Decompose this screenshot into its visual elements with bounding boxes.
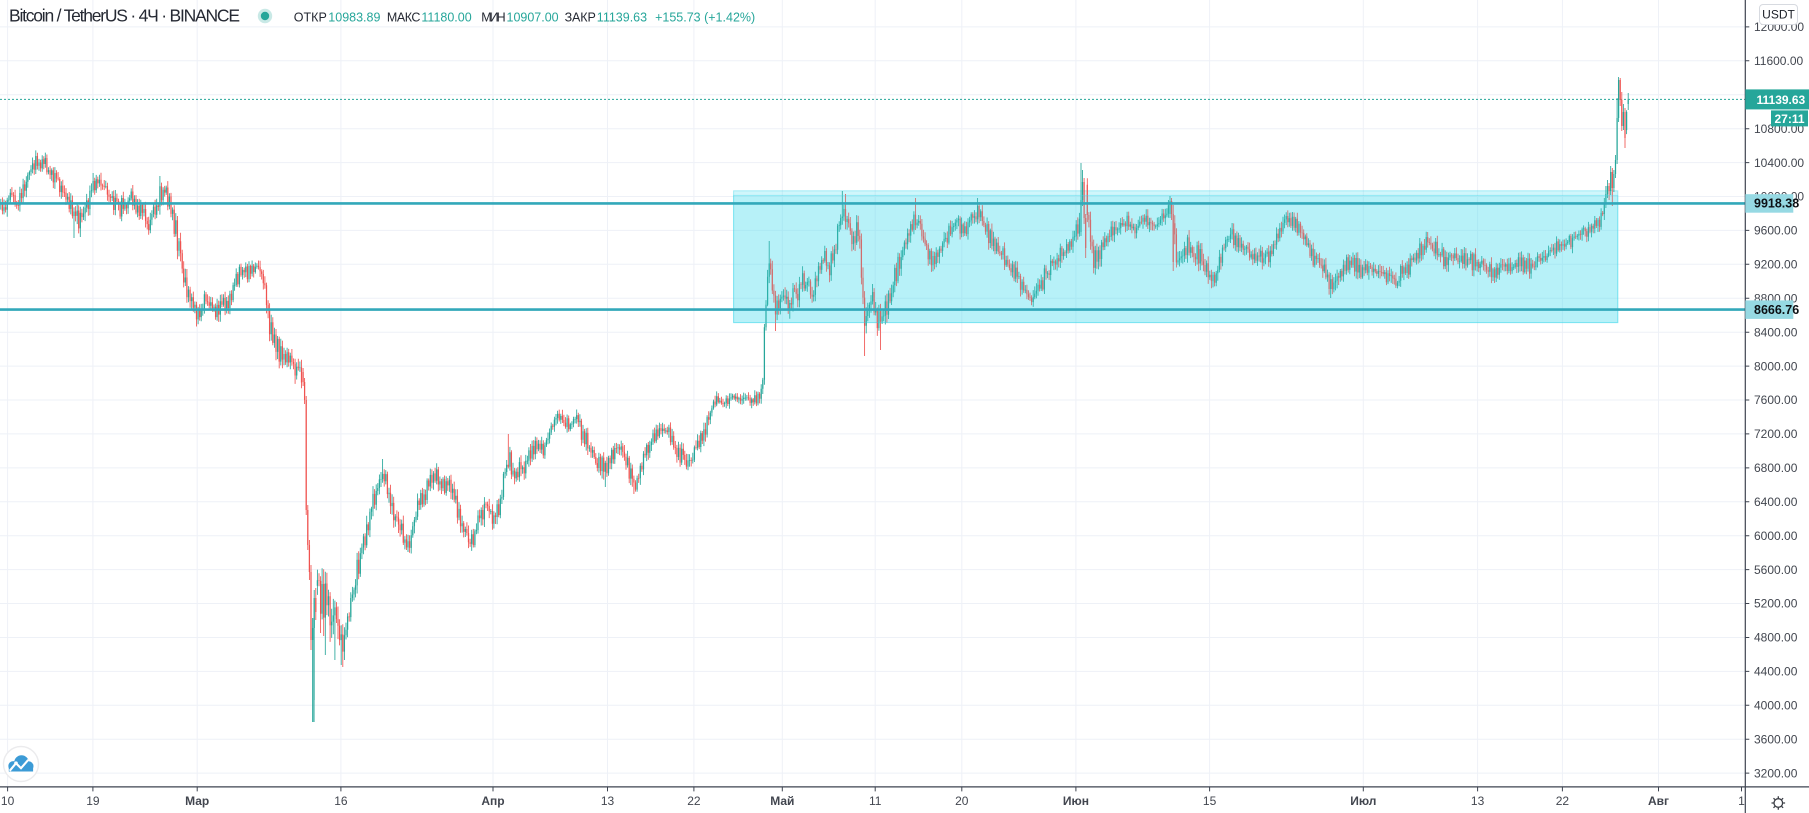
svg-text:Май: Май (770, 794, 794, 808)
svg-text:Мар: Мар (185, 794, 209, 808)
svg-text:Июн: Июн (1063, 794, 1089, 808)
svg-text:10: 10 (1, 794, 15, 808)
svg-text:1: 1 (1738, 794, 1745, 808)
svg-text:4000.00: 4000.00 (1754, 699, 1798, 713)
svg-text:3600.00: 3600.00 (1754, 732, 1798, 746)
svg-text:11139.63: 11139.63 (597, 11, 647, 25)
svg-text:3200.00: 3200.00 (1754, 766, 1798, 780)
svg-text:22: 22 (687, 794, 701, 808)
svg-text:16: 16 (334, 794, 348, 808)
svg-text:ОТКР: ОТКР (294, 11, 327, 25)
svg-text:5200.00: 5200.00 (1754, 597, 1798, 611)
svg-text:Bitcoin / TetherUS · 4Ч · BINA: Bitcoin / TetherUS · 4Ч · BINANCE (9, 6, 240, 26)
svg-text:22: 22 (1556, 794, 1570, 808)
svg-text:7200.00: 7200.00 (1754, 427, 1798, 441)
svg-text:Апр: Апр (481, 794, 504, 808)
svg-text:20: 20 (955, 794, 969, 808)
svg-text:8666.76: 8666.76 (1754, 303, 1799, 317)
svg-text:11600.00: 11600.00 (1754, 54, 1803, 68)
svg-text:4400.00: 4400.00 (1754, 665, 1798, 679)
svg-text:27:11: 27:11 (1774, 112, 1804, 126)
svg-text:11139.63: 11139.63 (1757, 93, 1806, 107)
svg-text:15: 15 (1203, 794, 1217, 808)
svg-text:13: 13 (601, 794, 615, 808)
svg-text:11180.00: 11180.00 (421, 11, 471, 25)
svg-text:+155.73 (+1.42%): +155.73 (+1.42%) (655, 11, 755, 25)
svg-text:19: 19 (86, 794, 100, 808)
svg-text:5600.00: 5600.00 (1754, 563, 1798, 577)
svg-text:USDT: USDT (1762, 8, 1795, 22)
svg-text:6000.00: 6000.00 (1754, 529, 1798, 543)
svg-text:6400.00: 6400.00 (1754, 495, 1798, 509)
svg-text:ЗАКР: ЗАКР (565, 11, 596, 25)
svg-text:6800.00: 6800.00 (1754, 461, 1798, 475)
svg-text:9918.38: 9918.38 (1754, 197, 1799, 211)
svg-text:МИН: МИН (481, 11, 506, 25)
svg-text:8400.00: 8400.00 (1754, 325, 1798, 339)
svg-text:Авг: Авг (1648, 794, 1669, 808)
svg-text:11: 11 (869, 794, 882, 808)
svg-text:4800.00: 4800.00 (1754, 631, 1798, 645)
svg-text:13: 13 (1471, 794, 1485, 808)
svg-text:9600.00: 9600.00 (1754, 224, 1798, 238)
svg-text:7600.00: 7600.00 (1754, 393, 1798, 407)
svg-text:МАКС: МАКС (387, 11, 421, 25)
svg-text:10983.89: 10983.89 (328, 11, 380, 25)
svg-text:Июл: Июл (1350, 794, 1376, 808)
svg-text:10400.00: 10400.00 (1754, 156, 1804, 170)
svg-text:8000.00: 8000.00 (1754, 359, 1798, 373)
svg-text:9200.00: 9200.00 (1754, 258, 1798, 272)
svg-text:10907.00: 10907.00 (507, 11, 559, 25)
